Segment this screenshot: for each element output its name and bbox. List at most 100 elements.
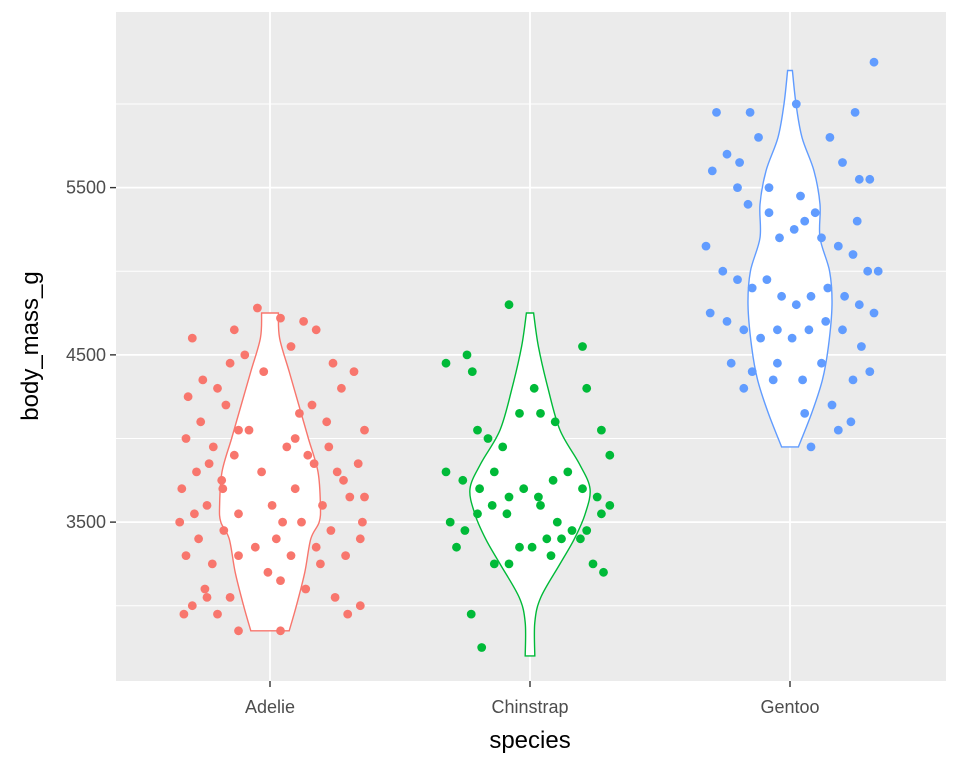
data-point-adelie [181, 434, 191, 443]
data-point-gentoo [838, 158, 847, 167]
data-point-gentoo [865, 367, 875, 376]
data-point-adelie [355, 601, 365, 611]
data-point-gentoo [773, 358, 782, 368]
data-point-adelie [316, 559, 325, 569]
data-point-gentoo [869, 308, 879, 318]
violin-gentoo [747, 69, 833, 448]
data-point-chinstrap [515, 409, 524, 418]
data-point-chinstrap [504, 300, 514, 310]
data-point-chinstrap [498, 442, 508, 452]
data-point-adelie [301, 584, 311, 594]
data-point-gentoo [869, 57, 879, 67]
data-point-chinstrap [576, 534, 585, 544]
data-point-adelie [341, 551, 350, 560]
data-point-chinstrap [458, 475, 468, 485]
data-point-gentoo [800, 216, 810, 226]
data-point-gentoo [743, 199, 753, 209]
data-point-adelie [183, 392, 193, 402]
data-point-chinstrap [489, 559, 499, 569]
data-point-chinstrap [536, 501, 545, 510]
data-point-gentoo [863, 266, 873, 276]
data-point-chinstrap [504, 492, 514, 502]
data-point-adelie [322, 417, 332, 427]
data-point-chinstrap [483, 434, 493, 443]
data-point-gentoo [747, 283, 757, 293]
x-tick-label: Adelie [245, 697, 295, 717]
data-point-chinstrap [445, 517, 455, 527]
data-point-adelie [307, 400, 317, 410]
data-point-chinstrap [473, 425, 482, 435]
y-axis-title: body_mass_g [17, 271, 44, 420]
data-point-adelie [250, 542, 260, 552]
data-point-chinstrap [527, 542, 537, 552]
data-point-chinstrap [548, 475, 558, 485]
data-point-gentoo [817, 358, 826, 368]
data-point-gentoo [854, 174, 864, 184]
data-point-adelie [217, 475, 227, 485]
data-point-adelie [194, 534, 204, 544]
data-point-adelie [360, 492, 369, 502]
data-point-chinstrap [563, 467, 573, 477]
data-point-gentoo [810, 208, 820, 218]
data-point-chinstrap [519, 484, 529, 494]
data-point-chinstrap [477, 643, 487, 652]
data-point-adelie [263, 567, 273, 577]
data-point-gentoo [722, 317, 732, 326]
data-point-gentoo [722, 149, 732, 159]
data-point-gentoo [726, 358, 736, 368]
data-point-chinstrap [534, 492, 543, 502]
data-point-adelie [221, 400, 231, 410]
jitter-points [175, 57, 883, 652]
data-point-gentoo [833, 241, 843, 251]
data-point-chinstrap [462, 350, 472, 360]
data-point-gentoo [806, 442, 816, 452]
data-point-adelie [202, 593, 212, 602]
data-point-adelie [332, 467, 342, 477]
x-tick-label: Gentoo [760, 697, 819, 717]
data-point-adelie [286, 551, 296, 560]
data-point-gentoo [735, 158, 744, 167]
data-point-adelie [259, 367, 269, 376]
data-point-gentoo [791, 300, 801, 310]
data-point-adelie [353, 459, 363, 468]
data-point-gentoo [773, 325, 782, 335]
violins [218, 69, 833, 657]
data-point-gentoo [823, 283, 833, 293]
data-point-adelie [179, 609, 189, 619]
data-point-gentoo [854, 300, 864, 310]
data-point-gentoo [821, 317, 831, 326]
data-point-adelie [311, 542, 321, 552]
data-point-gentoo [846, 417, 856, 427]
data-point-chinstrap [605, 450, 615, 460]
data-point-adelie [240, 350, 250, 360]
data-point-adelie [290, 434, 300, 443]
data-point-chinstrap [557, 534, 566, 544]
data-point-adelie [360, 425, 369, 435]
data-point-adelie [343, 609, 353, 619]
data-point-adelie [244, 425, 254, 435]
data-point-adelie [337, 383, 346, 393]
data-point-adelie [271, 534, 281, 544]
data-point-adelie [181, 551, 191, 560]
data-point-adelie [218, 484, 228, 494]
data-point-adelie [324, 442, 334, 452]
data-point-gentoo [775, 233, 784, 243]
data-point-adelie [276, 313, 285, 323]
data-point-adelie [213, 609, 222, 619]
data-point-gentoo [762, 275, 772, 284]
data-point-gentoo [827, 400, 837, 410]
data-point-chinstrap [515, 542, 524, 552]
data-point-adelie [229, 450, 239, 460]
data-point-gentoo [806, 291, 816, 301]
data-point-gentoo [777, 291, 786, 301]
data-point-chinstrap [567, 526, 577, 535]
data-point-chinstrap [578, 342, 587, 351]
y-tick-label: 3500 [66, 512, 106, 532]
data-point-chinstrap [489, 467, 499, 477]
data-point-adelie [311, 325, 321, 335]
data-point-gentoo [718, 266, 728, 276]
data-point-adelie [234, 551, 243, 560]
data-point-gentoo [739, 383, 749, 393]
data-point-gentoo [787, 333, 797, 343]
